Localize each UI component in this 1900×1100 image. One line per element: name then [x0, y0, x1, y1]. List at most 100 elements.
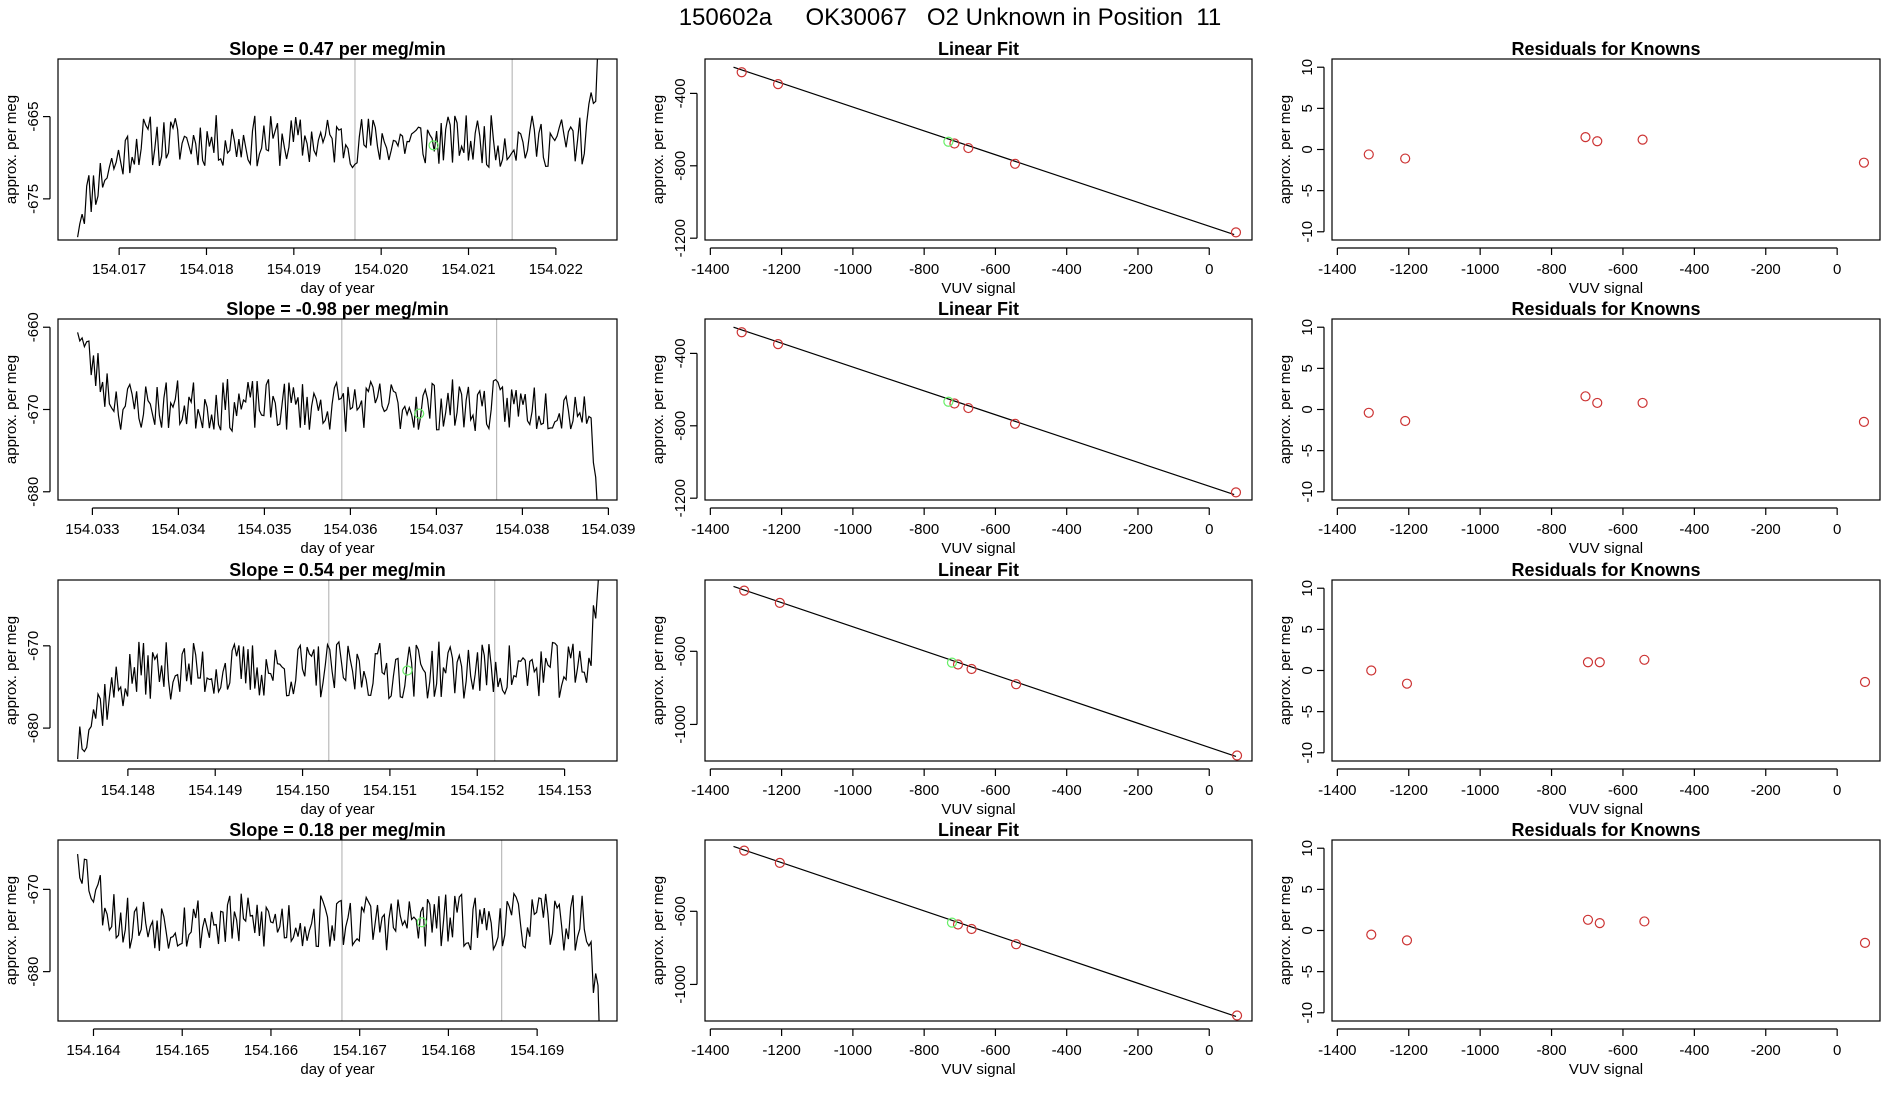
x-tick-label: 154.018	[179, 261, 233, 278]
known-point	[1230, 487, 1242, 498]
known-point	[1592, 397, 1603, 409]
x-axis-label: VUV signal	[1569, 801, 1643, 818]
y-tick-label: 10	[1299, 319, 1316, 336]
fit-line	[733, 845, 1237, 1017]
known-point	[1858, 416, 1870, 427]
x-tick-label: 154.039	[581, 521, 635, 538]
y-tick-label: 0	[1299, 926, 1316, 934]
plot-frame	[57, 58, 618, 241]
x-tick-label: -800	[909, 521, 939, 538]
x-tick-label: -1200	[762, 261, 800, 278]
y-tick-label: -665	[25, 102, 42, 132]
x-tick-label: -200	[1123, 261, 1153, 278]
x-axis-label: day of year	[300, 801, 374, 818]
x-tick-label: -600	[1608, 782, 1638, 799]
plot-frame	[57, 579, 618, 762]
known-point	[1637, 397, 1648, 409]
x-axis-label: VUV signal	[941, 1061, 1015, 1078]
y-axis-label: approx. per meg	[3, 355, 20, 464]
known-point	[1400, 415, 1411, 427]
known-point	[1366, 929, 1377, 940]
x-tick-label: -1400	[1318, 261, 1356, 278]
plot-frame	[704, 318, 1253, 501]
x-axis-label: day of year	[300, 540, 374, 557]
y-axis-label: approx. per meg	[1277, 616, 1294, 725]
y-tick-label: 0	[1299, 145, 1316, 153]
y-tick-label: -600	[672, 636, 689, 666]
y-tick-label: 5	[1299, 885, 1316, 893]
x-tick-label: -200	[1751, 1042, 1781, 1059]
unknown-point	[946, 657, 958, 668]
y-tick-label: -660	[25, 312, 42, 342]
known-point	[1401, 678, 1413, 689]
unknown-point	[946, 917, 958, 928]
x-tick-label: 0	[1833, 782, 1841, 799]
x-axis-label: VUV signal	[1569, 280, 1643, 297]
known-point	[1009, 418, 1021, 429]
y-axis-label: approx. per meg	[1277, 355, 1294, 464]
known-point	[1582, 657, 1594, 668]
y-tick-label: -1200	[672, 479, 689, 517]
x-tick-label: -1200	[1390, 1042, 1428, 1059]
x-tick-label: -1400	[691, 261, 729, 278]
known-point	[1637, 134, 1648, 145]
y-tick-label: 10	[1299, 580, 1316, 597]
known-point	[1592, 136, 1603, 147]
y-tick-label: 5	[1299, 104, 1316, 112]
y-tick-label: -10	[1299, 1002, 1316, 1024]
y-axis-label: approx. per meg	[3, 616, 20, 725]
known-point	[966, 663, 977, 675]
y-tick-label: -800	[672, 411, 689, 441]
unknown-point	[943, 396, 954, 407]
y-axis-label: approx. per meg	[650, 876, 667, 985]
known-point	[1594, 917, 1605, 929]
x-tick-label: -1200	[1390, 261, 1428, 278]
x-tick-label: 154.038	[495, 521, 549, 538]
x-tick-label: -600	[980, 1042, 1010, 1059]
x-tick-label: -1200	[762, 1042, 800, 1059]
known-point	[1580, 132, 1591, 143]
x-tick-label: -200	[1751, 521, 1781, 538]
known-point	[736, 327, 747, 338]
known-point	[772, 339, 784, 350]
y-tick-label: -670	[25, 874, 42, 904]
x-tick-label: -800	[1537, 1042, 1567, 1059]
y-tick-label: -10	[1299, 481, 1316, 503]
known-point	[963, 142, 974, 154]
unknown-point	[943, 136, 954, 147]
x-tick-label: 154.022	[529, 261, 583, 278]
known-point	[1401, 935, 1413, 946]
x-tick-label: 154.152	[450, 782, 504, 799]
known-point	[739, 845, 750, 856]
known-point	[952, 919, 964, 930]
y-axis-label: approx. per meg	[1277, 95, 1294, 204]
known-point	[1231, 1010, 1243, 1021]
chart-panel-6: Slope = 0.54 per meg/min 154.148 154.149 15…	[3, 560, 618, 818]
x-tick-label: -600	[980, 782, 1010, 799]
chart-panel-7: Linear Fit -1400 -1200 -1000 -800 -600 -400 -20…	[650, 560, 1253, 818]
y-tick-label: 0	[1299, 405, 1316, 413]
y-tick-label: -600	[672, 896, 689, 926]
known-point	[966, 923, 977, 935]
chart-panel-0: Slope = 0.47 per meg/min 154.017 154.018 15…	[3, 39, 618, 297]
y-tick-label: -10	[1299, 742, 1316, 764]
x-axis-label: VUV signal	[941, 801, 1015, 818]
x-tick-label: -1000	[1461, 261, 1499, 278]
x-tick-label: -400	[1052, 521, 1082, 538]
x-tick-label: -1000	[834, 782, 872, 799]
plot-frame	[1331, 579, 1881, 762]
x-tick-label: -800	[1537, 521, 1567, 538]
x-tick-label: -400	[1679, 1042, 1709, 1059]
x-tick-label: 0	[1205, 261, 1213, 278]
known-point	[1366, 665, 1377, 676]
known-point	[1230, 227, 1242, 238]
y-tick-label: -680	[25, 713, 42, 743]
x-tick-label: 154.034	[151, 521, 205, 538]
known-point	[1580, 391, 1591, 402]
y-tick-label: -670	[25, 394, 42, 424]
x-tick-label: -1000	[834, 521, 872, 538]
x-tick-label: 154.149	[188, 782, 242, 799]
x-tick-label: -600	[980, 521, 1010, 538]
plot-frame	[704, 579, 1253, 762]
x-tick-label: -1000	[1461, 782, 1499, 799]
